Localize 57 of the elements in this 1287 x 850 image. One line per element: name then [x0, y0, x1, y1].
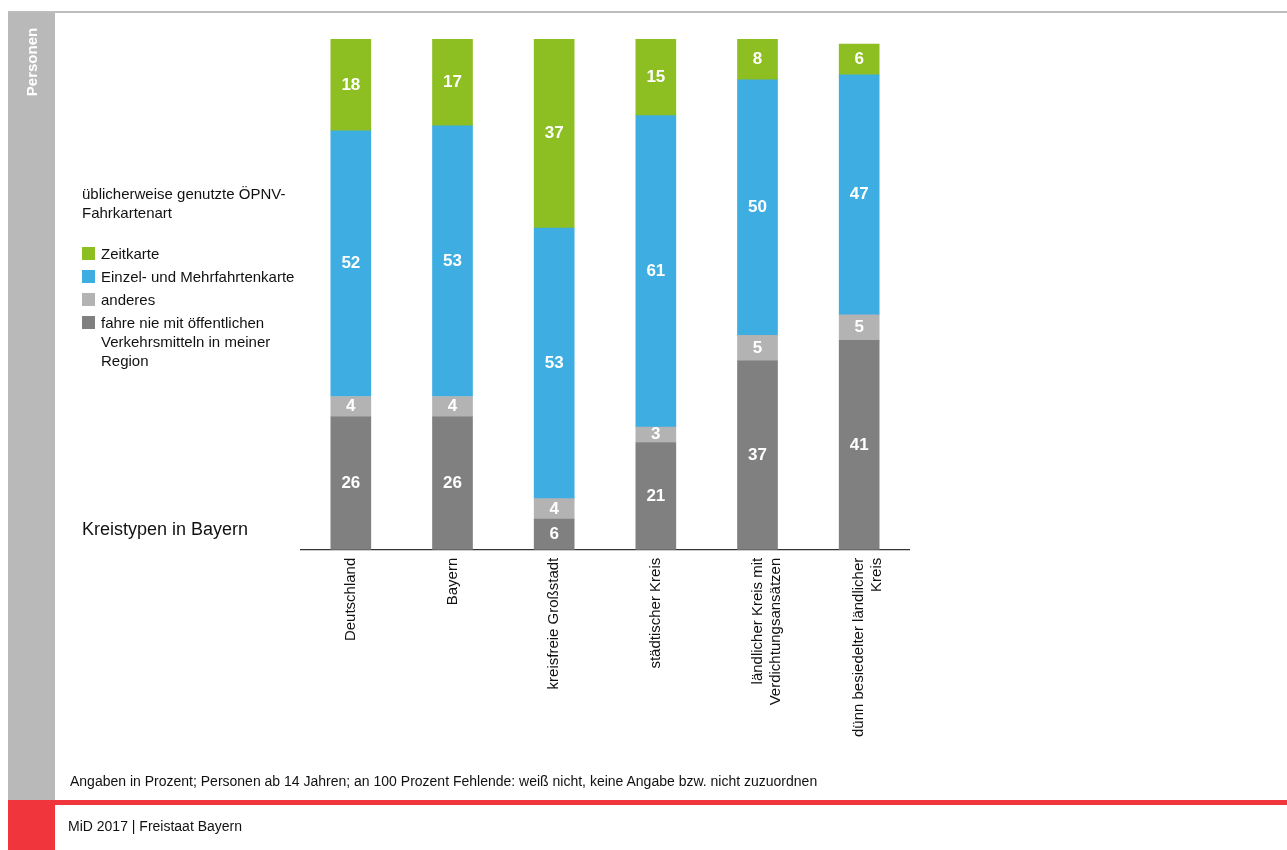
data-label: 4 [346, 396, 357, 416]
bar [330, 39, 372, 132]
bar [737, 39, 778, 81]
bar [838, 314, 880, 341]
data-label: 5 [752, 337, 763, 357]
data-label: 6 [854, 49, 864, 69]
bar [838, 74, 880, 316]
bar [432, 396, 473, 418]
bar [533, 227, 575, 499]
legend-label: fahre nie mit öffentlichen Verkehrsmitteln in meiner Region [101, 313, 272, 370]
x-tick-label: städtischer Kreis [645, 557, 663, 669]
x-axis-title: Kreistypen in Bayern [82, 519, 249, 540]
data-label: 4 [447, 396, 458, 416]
bar [737, 79, 778, 336]
x-tick-label: dünn besiedelter ländlicher Kreis [849, 557, 885, 738]
data-label: 8 [752, 49, 763, 69]
data-label: 17 [443, 72, 462, 92]
data-label: 52 [341, 253, 361, 273]
legend-label: Zeitkarte [101, 244, 160, 263]
text: MiD 2017 | Freistaat Bayern [68, 818, 243, 834]
data-label: 5 [854, 317, 864, 337]
text: Angaben in Prozent; Personen ab 14 Jahren; an 100 Prozent Fehlende: weiß nicht, keine Angabe bzw. nicht zuzuordnen [70, 773, 818, 789]
data-label: 6 [549, 524, 559, 544]
data-label: 37 [544, 123, 564, 143]
data-label: 18 [341, 74, 361, 94]
data-label: 41 [849, 434, 869, 454]
bar [635, 39, 677, 116]
x-tick-label: Deutschland [340, 557, 358, 642]
bar [432, 416, 473, 550]
data-label: 26 [341, 473, 361, 493]
bar [737, 360, 778, 550]
bar [330, 130, 372, 397]
bar [635, 442, 677, 550]
data-label: 61 [646, 261, 666, 281]
legend-label: anderes [101, 290, 156, 309]
data-label: 50 [748, 197, 767, 217]
bar [330, 416, 372, 550]
data-label: 37 [748, 444, 767, 464]
bar [432, 125, 473, 397]
text: Personen [22, 27, 40, 97]
legend-title: üblicherweise genutzte ÖPNV-Fahrkartenart [82, 184, 287, 222]
bar [330, 396, 372, 418]
bar [533, 39, 575, 229]
data-label: 53 [544, 352, 564, 372]
data-label: 21 [646, 485, 666, 505]
bar [432, 39, 473, 127]
bar [635, 115, 677, 428]
legend-label: Einzel- und Mehrfahrtenkarte [101, 267, 295, 286]
x-tick-label: kreisfreie Großstadt [544, 556, 562, 690]
data-label: 26 [443, 473, 462, 493]
data-label: 47 [849, 184, 869, 204]
data-label: 3 [651, 424, 661, 444]
data-label: 15 [646, 66, 666, 86]
data-label: 4 [549, 498, 560, 518]
data-label: 53 [443, 250, 462, 270]
x-tick-label: Bayern [442, 557, 460, 606]
bar [838, 339, 880, 550]
